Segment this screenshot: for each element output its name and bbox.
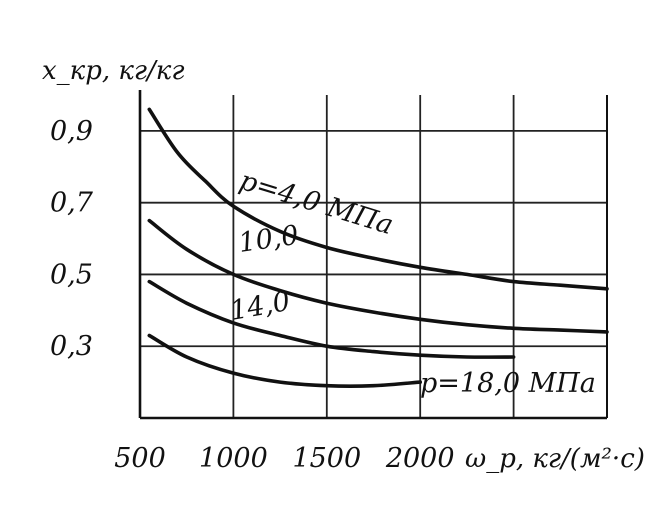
series-label-p18: p=18,0 МПа — [420, 368, 596, 399]
series-label-p14: 14,0 — [228, 286, 293, 327]
series-label-p10: 10,0 — [237, 220, 301, 259]
x-tick-label: 1500 — [292, 443, 361, 474]
y-tick-label: 0,9 — [50, 116, 93, 147]
y-tick-label: 0,7 — [50, 188, 94, 219]
series-line-0 — [147, 107, 609, 291]
y-tick-label: 0,5 — [50, 259, 93, 290]
x-tick-label: 2000 — [385, 443, 455, 474]
series-line-3 — [147, 333, 422, 388]
x-tick-labels: 500 1000 1500 2000 — [114, 443, 454, 474]
y-axis-label: x_кр, кг/кг — [42, 56, 184, 86]
plot-frame — [138, 90, 608, 420]
y-tick-label: 0,3 — [50, 331, 93, 362]
grid — [140, 95, 607, 418]
y-tick-labels: 0,9 0,7 0,5 0,3 — [50, 116, 94, 362]
x-tick-label: 500 — [114, 443, 166, 474]
x-axis-label: ω_p, кг/(м²·с) — [465, 444, 645, 474]
curves — [147, 107, 609, 388]
series-line-1 — [147, 218, 609, 334]
series-line-2 — [147, 279, 516, 359]
x-tick-label: 1000 — [199, 443, 268, 474]
